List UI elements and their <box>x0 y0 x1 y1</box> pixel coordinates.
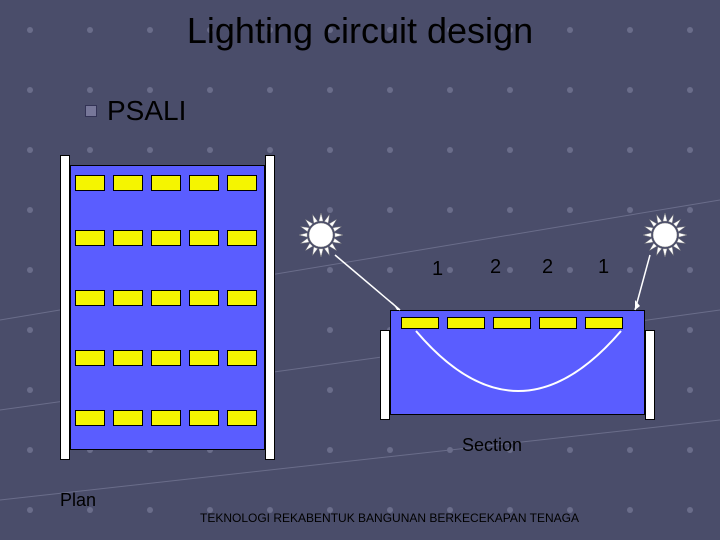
plan-frame-right <box>265 155 275 460</box>
plan-frame-left <box>60 155 70 460</box>
label-2b: 2 <box>542 256 553 279</box>
plan-light <box>227 175 257 191</box>
plan-light <box>189 350 219 366</box>
plan-light <box>189 290 219 306</box>
plan-light <box>151 290 181 306</box>
section-diagram <box>380 300 655 420</box>
section-frame-right <box>645 330 655 420</box>
plan-light <box>75 350 105 366</box>
plan-light <box>113 350 143 366</box>
label-1b: 1 <box>598 256 609 279</box>
plan-light <box>75 230 105 246</box>
plan-light <box>189 230 219 246</box>
plan-light <box>227 410 257 426</box>
plan-light <box>227 230 257 246</box>
plan-light <box>151 410 181 426</box>
section-box <box>390 310 645 415</box>
section-curve <box>391 311 646 416</box>
plan-light <box>113 175 143 191</box>
plan-caption: Plan <box>60 490 96 511</box>
plan-light <box>151 230 181 246</box>
plan-light-row <box>75 230 257 246</box>
plan-light-row <box>75 290 257 306</box>
plan-light <box>113 230 143 246</box>
plan-diagram <box>60 155 275 460</box>
slide-title: Lighting circuit design <box>0 10 720 52</box>
plan-light <box>75 175 105 191</box>
sun-icon <box>296 210 346 260</box>
label-2a: 2 <box>490 256 501 279</box>
bullet-text: PSALI <box>107 95 186 127</box>
label-1a: 1 <box>432 258 443 281</box>
plan-light <box>151 350 181 366</box>
plan-light <box>189 410 219 426</box>
plan-light-row <box>75 350 257 366</box>
plan-light <box>189 175 219 191</box>
plan-light <box>113 410 143 426</box>
plan-light <box>227 290 257 306</box>
plan-light <box>151 175 181 191</box>
plan-light <box>75 290 105 306</box>
sun-icon <box>640 210 690 260</box>
plan-light <box>227 350 257 366</box>
section-frame-left <box>380 330 390 420</box>
bullet-icon <box>85 105 97 117</box>
section-caption: Section <box>462 435 522 456</box>
bullet-item: PSALI <box>85 95 186 127</box>
plan-light-row <box>75 175 257 191</box>
plan-box <box>70 165 265 450</box>
plan-light-row <box>75 410 257 426</box>
plan-light <box>113 290 143 306</box>
footer-text: TEKNOLOGI REKABENTUK BANGUNAN BERKECEKAP… <box>200 511 579 525</box>
plan-light <box>75 410 105 426</box>
